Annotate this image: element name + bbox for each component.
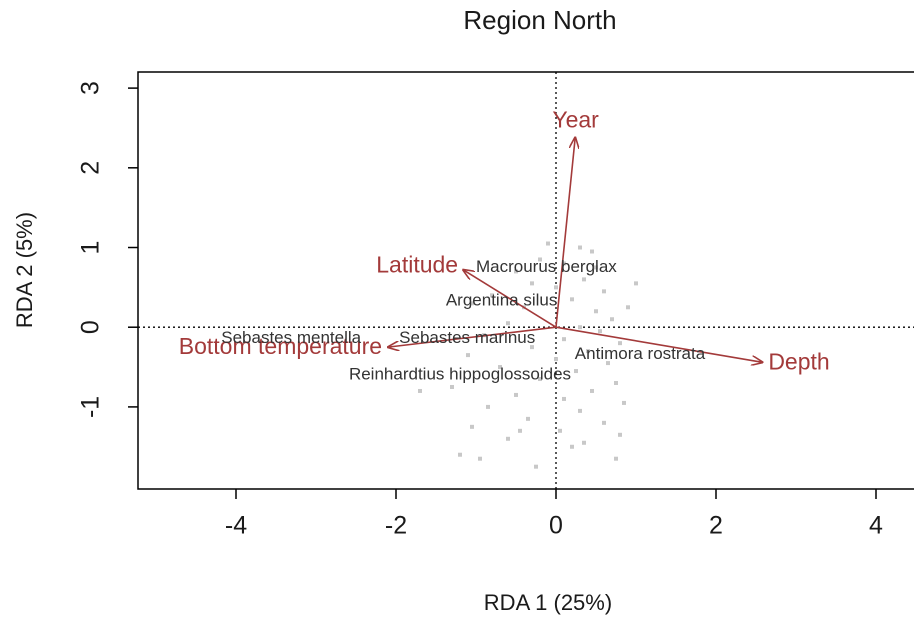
site-point bbox=[618, 341, 622, 346]
plot-frame bbox=[137, 71, 914, 490]
site-point bbox=[498, 365, 502, 370]
site-point bbox=[554, 285, 558, 290]
y-tick-label: 2 bbox=[77, 161, 105, 175]
y-tick-label: 1 bbox=[77, 241, 105, 255]
site-point bbox=[450, 384, 454, 389]
site-point bbox=[470, 301, 474, 306]
chart-title: Region North bbox=[463, 5, 616, 35]
x-axis-label: RDA 1 (25%) bbox=[484, 590, 612, 615]
site-point bbox=[590, 249, 594, 254]
site-point bbox=[570, 297, 574, 302]
x-tick-label: 4 bbox=[869, 512, 883, 540]
species-label: Reinhardtius hippoglossoides bbox=[349, 365, 571, 384]
site-point bbox=[634, 281, 638, 286]
site-point bbox=[418, 388, 422, 393]
site-point bbox=[518, 428, 522, 433]
site-point bbox=[602, 420, 606, 425]
site-point bbox=[514, 269, 518, 274]
site-point bbox=[594, 309, 598, 314]
site-point bbox=[506, 436, 510, 441]
arrow bbox=[388, 326, 557, 347]
arrow bbox=[463, 270, 557, 328]
arrow-label: Bottom temperature bbox=[179, 333, 382, 359]
plot-area: Year Latitude Bottom temperature Depth Macro… bbox=[138, 72, 914, 489]
site-point bbox=[470, 424, 474, 429]
arrow bbox=[555, 138, 575, 328]
site-point bbox=[530, 345, 534, 350]
site-point bbox=[614, 456, 618, 461]
site-point bbox=[586, 349, 590, 354]
y-tick-label: 3 bbox=[77, 81, 105, 95]
species-label: Macrourus berglax bbox=[476, 257, 617, 276]
site-point bbox=[594, 265, 598, 270]
site-point bbox=[562, 396, 566, 401]
arrow-label: Year bbox=[552, 107, 599, 133]
species-label: Argentina silus bbox=[446, 290, 558, 309]
site-point bbox=[490, 293, 494, 298]
x-tick-label: 0 bbox=[549, 512, 563, 540]
site-point bbox=[558, 428, 562, 433]
x-tick-label: -4 bbox=[225, 512, 247, 540]
species-label: Antimora rostrata bbox=[575, 344, 706, 363]
site-point bbox=[538, 257, 542, 262]
x-tick-label: -2 bbox=[385, 512, 407, 540]
y-tick-label: 0 bbox=[77, 320, 105, 334]
site-point bbox=[562, 261, 566, 266]
site-point bbox=[526, 416, 530, 421]
site-point bbox=[458, 452, 462, 457]
arrow-label: Depth bbox=[768, 348, 829, 374]
site-point bbox=[478, 456, 482, 461]
site-point bbox=[578, 408, 582, 413]
site-point bbox=[570, 444, 574, 449]
site-point bbox=[614, 380, 618, 385]
site-point bbox=[562, 337, 566, 342]
arrow bbox=[555, 326, 762, 362]
x-tick-label: 2 bbox=[709, 512, 723, 540]
site-point bbox=[578, 325, 582, 330]
site-point bbox=[466, 353, 470, 358]
site-point bbox=[530, 281, 534, 286]
site-point bbox=[582, 277, 586, 282]
site-point bbox=[598, 329, 602, 334]
site-point bbox=[514, 392, 518, 397]
site-point bbox=[618, 432, 622, 437]
site-point bbox=[506, 321, 510, 326]
site-point bbox=[534, 464, 538, 469]
y-tick-label: -1 bbox=[77, 396, 105, 418]
species-label: Sebastes marinus bbox=[399, 328, 535, 347]
site-point bbox=[582, 440, 586, 445]
site-point bbox=[578, 245, 582, 250]
site-point bbox=[486, 404, 490, 409]
site-point bbox=[610, 317, 614, 322]
site-point bbox=[602, 289, 606, 294]
site-point bbox=[538, 377, 542, 382]
site-point bbox=[554, 357, 558, 362]
site-point bbox=[546, 241, 550, 246]
site-point bbox=[574, 369, 578, 374]
species-label: Sebastes mentella bbox=[221, 328, 361, 347]
site-point bbox=[590, 388, 594, 393]
y-axis-label: RDA 2 (5%) bbox=[12, 212, 37, 328]
site-point bbox=[606, 361, 610, 366]
site-point bbox=[626, 305, 630, 310]
arrow-label: Latitude bbox=[376, 252, 458, 278]
site-point bbox=[622, 400, 626, 405]
